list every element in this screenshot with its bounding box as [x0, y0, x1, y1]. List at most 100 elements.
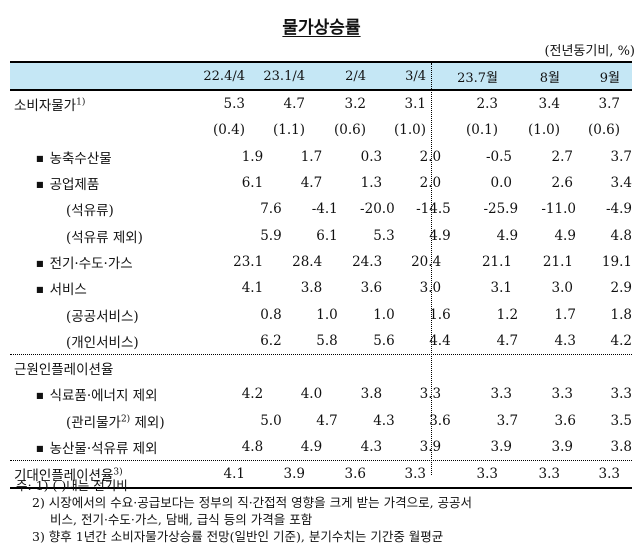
cell-value: 1.6: [429, 306, 451, 323]
row-label: 근원인플레이션율: [14, 362, 114, 379]
cell-value: 1.3: [360, 175, 383, 192]
cell-value: 3.3: [490, 386, 512, 403]
table-row: (개인서비스) 6.2 5.8 5.6 4.4 4.7 4.3 4.2: [10, 328, 632, 354]
col-header: 3/4: [405, 68, 426, 84]
table-row: ■ 식료품·에너지 제외 4.2 4.0 3.8 3.3 3.3 3.3 3.3: [10, 381, 632, 407]
cell-value: 3.9: [551, 439, 573, 455]
cell-value: (0.6): [587, 122, 620, 139]
cell-value: -11.0: [541, 201, 576, 218]
cell-value: 4.8: [610, 227, 632, 244]
cell-value: 5.3: [373, 227, 395, 244]
table-row: ■ 전기·수도·가스 23.1 28.4 24.3 20.4 21.1 21.1 19.1: [10, 249, 632, 275]
cell-value: 4.4: [429, 332, 451, 349]
cell-value: 4.7: [496, 332, 519, 349]
cell-value: 3.5: [610, 412, 632, 429]
row-label: 소비자물가1): [14, 97, 86, 115]
note-3: 3) 향후 1년간 소비자물가상승률 전망(일반인 기준), 분기수치는 기간중…: [32, 529, 444, 544]
row-label: ■ 서비스: [36, 282, 87, 299]
row-label: ■ 농축수산물: [36, 150, 112, 167]
cell-value: 3.3: [404, 466, 426, 483]
cell-value: 3.2: [344, 96, 366, 113]
cell-value: 3.4: [538, 96, 560, 113]
cell-value: 3.3: [419, 386, 442, 403]
table-row: ■ 농축수산물 1.9 1.7 0.3 2.0 -0.5 2.7 3.7: [10, 144, 632, 170]
row-label: 기대인플레이션율3): [14, 467, 123, 485]
cell-value: 4.9: [554, 227, 576, 244]
cell-value: 3.9: [490, 439, 512, 455]
table-header: 22.4/4 23.1/4 2/4 3/4 23.7월 8월 9월: [10, 61, 632, 91]
divider: [10, 353, 632, 355]
cell-value: 1.0: [373, 306, 395, 323]
table-row: ■ 공업제품 6.1 4.7 1.3 2.0 0.0 2.6 3.4: [10, 170, 632, 196]
bullet-icon: ■: [36, 444, 44, 453]
col-header: 23.1/4: [263, 68, 305, 84]
cell-value: 4.2: [241, 386, 264, 403]
bullet-icon: ■: [36, 285, 44, 295]
row-label: (개인서비스): [66, 334, 139, 351]
cell-value: 1.2: [496, 306, 519, 323]
cell-value: -25.9: [483, 201, 519, 218]
cell-value: 4.9: [429, 227, 451, 244]
bullet-icon: ■: [36, 258, 44, 268]
cell-value: 28.4: [292, 253, 323, 270]
cell-value: 4.3: [373, 412, 395, 429]
cell-value: 20.4: [411, 253, 442, 270]
cell-value: (1.1): [272, 122, 305, 139]
bullet-icon: ■: [36, 391, 44, 401]
note-2-cont: 비스, 전기·수도·가스, 담배, 급식 등의 가격을 포함: [50, 512, 313, 527]
col-header: 9월: [599, 70, 620, 86]
cell-value: 3.4: [610, 175, 632, 192]
table-row: 소비자물가1) 5.3 4.7 3.2 3.1 2.3 3.4 3.7: [10, 91, 632, 117]
section-label-row: 근원인플레이션율: [10, 355, 632, 381]
cell-value: 21.1: [542, 253, 573, 270]
row-label: (석유류 제외): [66, 229, 143, 246]
cell-value: 1.8: [610, 306, 632, 323]
cell-value: 4.7: [283, 96, 305, 113]
inflation-table: 22.4/4 23.1/4 2/4 3/4 23.7월 8월 9월 소비자물가1…: [10, 61, 632, 490]
note-2: 2) 시장에서의 수요·공급보다는 정부의 직·간접적 영향을 크게 받는 가격…: [32, 495, 473, 510]
cell-value: 3.0: [419, 280, 442, 297]
col-header: 22.4/4: [203, 68, 245, 84]
cell-value: 3.3: [538, 466, 560, 483]
divider: [10, 460, 632, 462]
cell-value: (0.1): [465, 122, 498, 139]
cell-value: (1.0): [393, 122, 426, 139]
cell-value: 5.6: [373, 332, 395, 349]
table-row: ■ 서비스 4.1 3.8 3.6 3.0 3.1 3.0 2.9: [10, 275, 632, 301]
cell-value: 3.8: [610, 439, 632, 455]
table-row: (관리물가2) 제외) 5.0 4.7 4.3 3.6 3.7 3.6 3.5: [10, 408, 632, 434]
cell-value: 1.7: [554, 306, 576, 323]
table-row: ■ 농산물·석유류 제외 4.8 4.9 4.3 3.9 3.9 3.9 3.8: [10, 434, 632, 460]
cell-value: 3.3: [610, 386, 632, 403]
cell-value: 0.3: [360, 148, 383, 165]
row-label: (공공서비스): [66, 308, 139, 325]
cell-value: 3.3: [476, 466, 498, 483]
cell-value: 0.8: [260, 306, 282, 323]
cell-value: 1.9: [241, 148, 264, 165]
cell-value: 24.3: [352, 253, 383, 270]
cell-value: 4.9: [300, 439, 323, 455]
cell-value: -14.5: [416, 201, 451, 218]
cell-value: 2.6: [551, 175, 573, 192]
cell-value: 4.2: [610, 332, 632, 349]
cell-value: 3.3: [598, 466, 620, 483]
cell-value: -0.5: [485, 148, 512, 165]
row-label: ■ 공업제품: [36, 177, 100, 194]
table-row: (0.4) (1.1) (0.6) (1.0) (0.1) (1.0) (0.6): [10, 117, 632, 143]
cell-value: 4.3: [360, 439, 383, 455]
bullet-icon: ■: [36, 153, 44, 163]
cell-value: -20.0: [360, 201, 395, 218]
cell-value: 3.6: [360, 280, 383, 297]
col-header: 8월: [539, 70, 560, 86]
table-row: (공공서비스) 0.8 1.0 1.0 1.6 1.2 1.7 1.8: [10, 301, 632, 327]
cell-value: 21.1: [481, 253, 512, 270]
cell-value: 3.9: [283, 466, 305, 483]
cell-value: 3.9: [419, 439, 442, 455]
cell-value: 2.7: [551, 148, 573, 165]
cell-value: 5.0: [260, 412, 282, 429]
cell-value: 23.1: [233, 253, 264, 270]
cell-value: 1.0: [316, 306, 338, 323]
cell-value: 0.0: [490, 175, 512, 192]
cell-value: 3.3: [551, 386, 573, 403]
cell-value: 4.8: [241, 439, 264, 455]
